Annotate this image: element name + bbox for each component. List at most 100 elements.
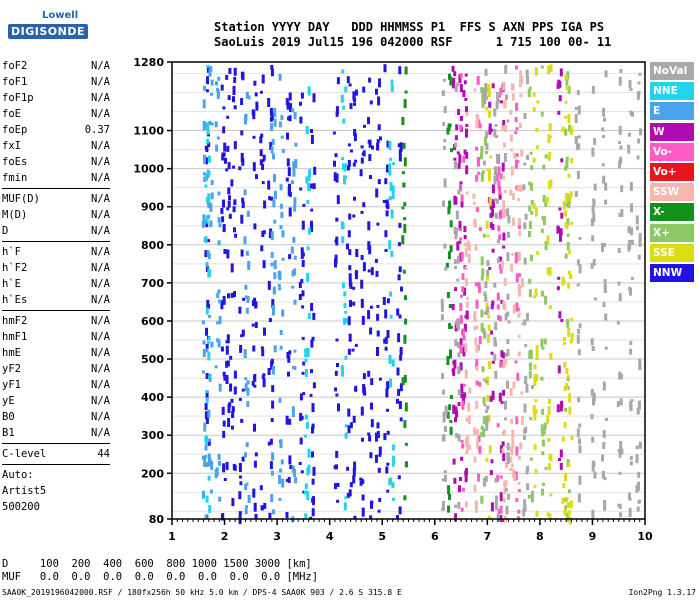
echo-mark-sse xyxy=(566,374,570,379)
echo-mark-w xyxy=(459,84,463,92)
echo-mark-x xyxy=(404,462,408,468)
echo-mark-noval xyxy=(493,175,497,185)
echo-mark-noval xyxy=(603,243,606,248)
echo-mark-x xyxy=(530,494,534,503)
echo-mark-nnw xyxy=(368,77,372,83)
echo-mark-nnw xyxy=(355,249,359,257)
echo-mark-nnw xyxy=(234,233,238,238)
echo-mark-x xyxy=(541,216,545,221)
echo-mark-w xyxy=(501,162,505,172)
echo-mark-nnw xyxy=(352,214,356,218)
y-tick-label: 1100 xyxy=(133,125,164,138)
echo-mark-nnw xyxy=(228,213,232,219)
legend-ssw: SSW xyxy=(650,183,694,202)
echo-mark-vo xyxy=(460,507,464,512)
echo-mark-noval xyxy=(618,471,622,475)
echo-mark-w xyxy=(451,304,455,310)
echo-mark-vo xyxy=(518,273,522,278)
echo-mark-noval xyxy=(523,257,527,265)
echo-mark-ssw xyxy=(503,209,506,218)
param-row-foe: foE N/A xyxy=(2,106,110,122)
echo-mark-e xyxy=(281,257,285,261)
echo-mark-e xyxy=(292,236,296,243)
echo-mark-w xyxy=(491,390,495,400)
echo-mark-nne xyxy=(205,435,209,445)
echo-mark-noval xyxy=(483,330,487,339)
echo-mark-e xyxy=(272,304,275,312)
echo-mark-nne xyxy=(343,163,347,172)
echo-mark-e xyxy=(218,223,222,228)
echo-mark-nnw xyxy=(361,494,365,501)
echo-mark-noval xyxy=(524,213,528,220)
echo-mark-noval xyxy=(444,405,448,415)
echo-mark-nnw xyxy=(227,95,231,101)
echo-mark-e xyxy=(244,508,248,515)
echo-mark-vo xyxy=(478,227,482,232)
echo-mark-noval xyxy=(636,407,640,415)
echo-mark-vo xyxy=(517,509,521,514)
echo-mark-nnw xyxy=(226,334,230,344)
echo-mark-noval xyxy=(578,323,582,329)
echo-mark-noval xyxy=(593,297,597,301)
echo-mark-ssw xyxy=(473,456,477,463)
echo-mark-w xyxy=(559,402,563,412)
echo-mark-noval xyxy=(578,237,582,240)
echo-mark-noval xyxy=(618,125,622,135)
echo-mark-w xyxy=(560,212,564,219)
param-row-fof2: foF2 N/A xyxy=(2,58,110,74)
echo-mark-noval xyxy=(576,334,580,344)
echo-mark-noval xyxy=(630,276,634,280)
echo-mark-nne xyxy=(341,282,345,289)
echo-mark-sse xyxy=(549,64,553,73)
echo-mark-nnw xyxy=(397,475,401,480)
echo-mark-noval xyxy=(604,313,608,321)
echo-mark-nnw xyxy=(253,373,257,382)
param-row-fof1p: foF1p N/A xyxy=(2,90,110,106)
echo-mark-nne xyxy=(391,482,395,489)
echo-mark-nnw xyxy=(254,513,258,519)
echo-mark-nnw xyxy=(348,83,352,87)
echo-mark-nnw xyxy=(225,375,229,384)
echo-mark-nnw xyxy=(233,105,237,110)
echo-mark-nnw xyxy=(335,111,339,117)
echo-mark-noval xyxy=(620,209,624,217)
echo-mark-noval xyxy=(576,259,580,266)
x-tick-label: 9 xyxy=(589,530,597,543)
echo-mark-noval xyxy=(578,423,582,428)
echo-mark-sse xyxy=(485,376,489,384)
echo-mark-nnw xyxy=(353,129,357,136)
echo-mark-sse xyxy=(570,332,574,341)
echo-mark-ssw xyxy=(520,75,524,84)
echo-mark-nnw xyxy=(349,281,353,289)
param-separator xyxy=(2,310,110,311)
echo-mark-noval xyxy=(618,141,621,145)
echo-mark-sse xyxy=(487,414,491,422)
echo-mark-nnw xyxy=(233,199,237,205)
echo-mark-noval xyxy=(440,304,444,312)
echo-mark-e xyxy=(244,452,247,458)
echo-mark-nnw xyxy=(398,314,402,319)
echo-mark-nnw xyxy=(335,464,338,470)
echo-mark-nne xyxy=(305,126,309,134)
echo-mark-noval xyxy=(637,254,641,260)
echo-mark-noval xyxy=(506,452,510,461)
file-info-footer: SAA0K_2019196042000.RSF / 180fx256h 50 k… xyxy=(2,588,402,597)
echo-mark-ssw xyxy=(520,415,524,425)
echo-mark-w xyxy=(499,445,503,454)
echo-mark-ssw xyxy=(474,243,478,251)
echo-mark-nnw xyxy=(222,420,226,427)
echo-mark-nnw xyxy=(226,207,230,211)
echo-mark-e xyxy=(279,225,283,230)
echo-mark-sse xyxy=(487,333,490,343)
echo-mark-nnw xyxy=(310,224,314,232)
echo-mark-sse xyxy=(567,463,571,467)
legend-w: W xyxy=(650,122,694,141)
echo-mark-x xyxy=(448,404,452,411)
echo-mark-vo xyxy=(478,445,482,454)
echo-mark-vo xyxy=(461,286,465,293)
echo-mark-nnw xyxy=(238,491,242,500)
echo-mark-nnw xyxy=(268,318,272,322)
echo-mark-noval xyxy=(629,341,633,345)
echo-mark-ssw xyxy=(473,484,477,492)
echo-mark-nnw xyxy=(385,466,389,474)
